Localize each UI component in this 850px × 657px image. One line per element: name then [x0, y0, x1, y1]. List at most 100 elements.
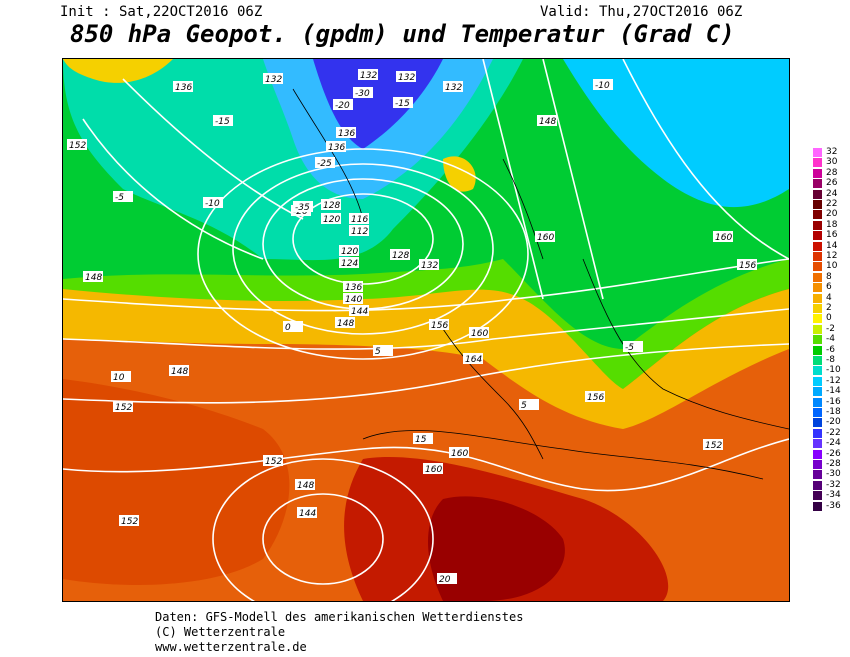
- geo-label: 160: [537, 233, 554, 243]
- geo-label: 144: [351, 307, 368, 317]
- init-time: Init : Sat,22OCT2016 06Z: [60, 4, 263, 20]
- geo-label: 112: [351, 227, 368, 237]
- temp-label: 15: [415, 435, 427, 445]
- legend-swatch: [813, 491, 822, 501]
- label-t1: -15: [213, 115, 233, 127]
- temp-label: -35: [295, 203, 310, 213]
- legend-label: -6: [826, 344, 835, 355]
- temperature-legend: 32 30 28 26 24 22 20 18 16 14 12 10 8 6 4 2 0 -2 -4 -6 -8 -10…: [813, 148, 849, 518]
- legend-swatch: [813, 345, 822, 355]
- label-t12: 15: [413, 433, 433, 445]
- legend-swatch: [813, 272, 822, 282]
- geo-label: 148: [85, 273, 102, 283]
- temp-label: -30: [355, 89, 370, 99]
- label-t17: 5: [519, 399, 539, 411]
- label-g35: 152: [703, 439, 723, 451]
- legend-label: 4: [826, 292, 832, 303]
- legend-swatch: [813, 460, 822, 469]
- label-g2: 132: [358, 69, 378, 81]
- label-g4: 132: [443, 81, 463, 93]
- geo-label: 128: [392, 251, 409, 261]
- legend-label: 22: [826, 199, 838, 209]
- legend-label: -22: [826, 427, 841, 438]
- geo-label: 136: [175, 83, 192, 93]
- geo-label: 116: [351, 215, 368, 225]
- label-g13: 112: [349, 225, 369, 237]
- legend-label: 6: [826, 282, 832, 293]
- legend-label: 2: [826, 303, 832, 313]
- legend-swatch: [813, 501, 822, 511]
- label-g28: 148: [295, 479, 315, 491]
- legend-label: 12: [826, 251, 838, 261]
- map-svg: 132 132 132 132 136 136 136 152 148 128 …: [63, 59, 789, 601]
- geo-label: 160: [451, 449, 468, 459]
- label-g32: 160: [713, 231, 733, 243]
- legend-swatch: [813, 200, 822, 209]
- legend-swatch: [813, 148, 822, 157]
- label-g16: 128: [390, 249, 410, 261]
- dark-red-region: [428, 496, 565, 601]
- label-g5: 136: [173, 81, 193, 93]
- geo-label: 132: [421, 261, 438, 271]
- legend-swatch: [813, 335, 822, 345]
- legend-swatch: [813, 387, 822, 397]
- legend-swatch: [813, 324, 822, 334]
- geo-label: 132: [360, 71, 377, 81]
- label-t9: 0: [283, 321, 303, 333]
- legend-label: -12: [826, 375, 841, 386]
- legend-swatch: [813, 408, 822, 417]
- label-g18: 136: [343, 281, 363, 293]
- legend-swatch: [813, 304, 822, 313]
- temp-label: -25: [317, 159, 332, 169]
- geo-label: 152: [115, 403, 132, 413]
- label-g20: 144: [349, 305, 369, 317]
- geo-label: 136: [345, 283, 362, 293]
- geo-label: 156: [739, 261, 756, 271]
- geo-label: 148: [539, 117, 556, 127]
- legend-swatch: [813, 293, 822, 303]
- legend-swatch: [813, 470, 822, 480]
- legend-swatch: [813, 158, 822, 168]
- legend-label: 16: [826, 230, 838, 241]
- label-t5: -10: [203, 197, 223, 209]
- legend-label: -4: [826, 334, 835, 345]
- legend-swatch: [813, 366, 822, 376]
- temp-label: -20: [335, 101, 350, 111]
- label-t14: -30: [353, 87, 373, 99]
- label-g34: 160: [449, 447, 469, 459]
- footer-data-source: Daten: GFS-Modell des amerikanischen Wet…: [155, 610, 524, 624]
- legend-label: -34: [826, 490, 841, 501]
- label-g6: 136: [336, 127, 356, 139]
- temp-label: 0: [285, 323, 291, 333]
- label-g15: 124: [339, 257, 359, 269]
- geo-label: 148: [297, 481, 314, 491]
- legend-label: -20: [826, 417, 841, 428]
- legend-swatch: [813, 231, 822, 241]
- legend-swatch: [813, 252, 822, 261]
- legend-swatch: [813, 439, 822, 449]
- legend-label: -26: [826, 448, 841, 459]
- legend-swatch: [813, 168, 822, 178]
- legend-label: 8: [826, 271, 832, 282]
- label-g1: 132: [263, 73, 283, 85]
- legend-label: -32: [826, 479, 841, 490]
- legend-label: 0: [826, 313, 832, 324]
- geo-label: 144: [299, 509, 316, 519]
- geo-label: 140: [345, 295, 362, 305]
- temp-label: 10: [113, 373, 125, 383]
- legend-label: -30: [826, 469, 841, 480]
- geo-label: 156: [431, 321, 448, 331]
- footer-copyright: (C) Wetterzentrale: [155, 625, 286, 639]
- legend-swatch: [813, 220, 822, 230]
- legend-label: -8: [826, 355, 835, 365]
- geo-label: 152: [705, 441, 722, 451]
- coastlines: [292, 88, 789, 480]
- geo-label: 152: [121, 517, 138, 527]
- label-g25: 148: [169, 365, 189, 377]
- temperature-labels: -15 -20 -20 -15 -10 -10 -5 -5 0 5 10 15 …: [111, 79, 643, 585]
- label-t4: -15: [393, 97, 413, 109]
- label-g37: 160: [535, 231, 555, 243]
- legend-swatch: [813, 262, 822, 272]
- footer-url[interactable]: www.wetterzentrale.de: [155, 640, 307, 654]
- legend-label: -2: [826, 323, 835, 334]
